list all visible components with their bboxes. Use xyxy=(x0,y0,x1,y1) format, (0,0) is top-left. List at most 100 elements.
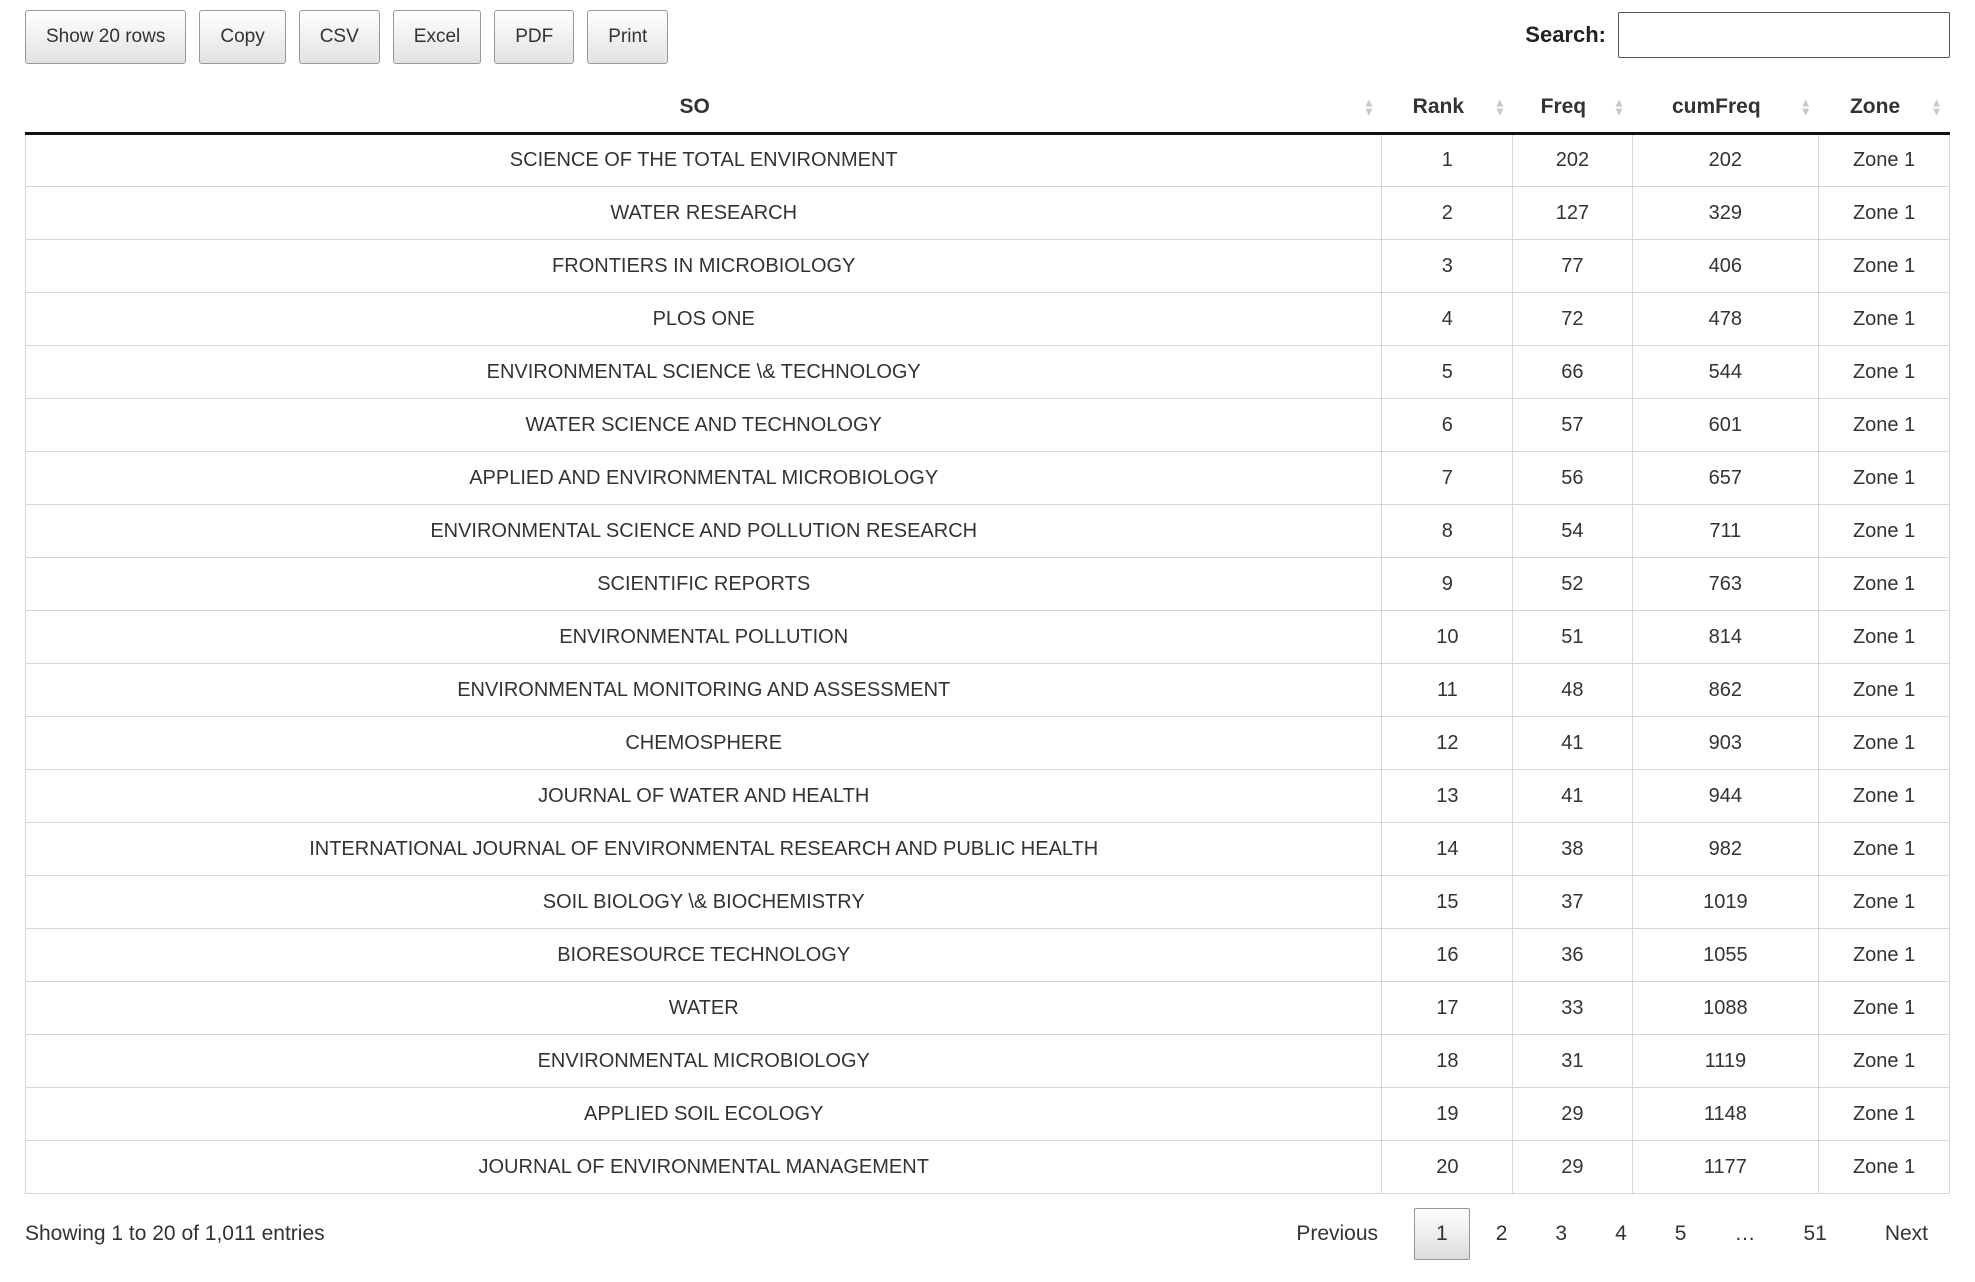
table-header: SO ▲ ▼ Rank ▲ ▼ Freq ▲ ▼ cumFreq ▲ ▼ Zone ▲ ▼ xyxy=(25,82,1950,135)
print-button[interactable]: Print xyxy=(587,10,669,64)
table-row: PLOS ONE 4 72 478 Zone 1 xyxy=(24,292,1950,346)
cell-so: INTERNATIONAL JOURNAL OF ENVIRONMENTAL R… xyxy=(24,822,1383,876)
cell-so: JOURNAL OF WATER AND HEALTH xyxy=(24,769,1383,823)
cell-cumfreq: 711 xyxy=(1631,504,1820,558)
cell-so: ENVIRONMENTAL SCIENCE \& TECHNOLOGY xyxy=(24,345,1383,399)
sort-icon: ▲ ▼ xyxy=(1930,95,1943,118)
cell-zone: Zone 1 xyxy=(1818,1140,1950,1194)
page-ellipsis: … xyxy=(1734,1222,1756,1245)
cell-so: APPLIED AND ENVIRONMENTAL MICROBIOLOGY xyxy=(24,451,1383,505)
cell-cumfreq: 1019 xyxy=(1631,875,1820,929)
cell-zone: Zone 1 xyxy=(1818,663,1950,717)
page-button[interactable]: 1 xyxy=(1414,1208,1470,1260)
table-row: SCIENTIFIC REPORTS 9 52 763 Zone 1 xyxy=(24,557,1950,611)
cell-rank: 12 xyxy=(1381,716,1514,770)
cell-rank: 9 xyxy=(1381,557,1514,611)
next-button[interactable]: Next xyxy=(1884,1222,1928,1245)
cell-rank: 10 xyxy=(1381,610,1514,664)
table-row: APPLIED AND ENVIRONMENTAL MICROBIOLOGY 7… xyxy=(24,451,1950,505)
column-label: Freq xyxy=(1540,95,1587,118)
cell-cumfreq: 406 xyxy=(1631,239,1820,293)
table-row: INTERNATIONAL JOURNAL OF ENVIRONMENTAL R… xyxy=(24,822,1950,876)
column-header-freq[interactable]: Freq ▲ ▼ xyxy=(1512,82,1633,135)
page-button[interactable]: 5 xyxy=(1674,1222,1687,1245)
cell-freq: 48 xyxy=(1512,663,1633,717)
page-button[interactable]: 3 xyxy=(1555,1222,1568,1245)
cell-freq: 51 xyxy=(1512,610,1633,664)
table-row: APPLIED SOIL ECOLOGY 19 29 1148 Zone 1 xyxy=(24,1087,1950,1141)
cell-freq: 41 xyxy=(1512,716,1633,770)
previous-button[interactable]: Previous xyxy=(1296,1222,1379,1245)
cell-cumfreq: 1055 xyxy=(1631,928,1820,982)
table-body: SCIENCE OF THE TOTAL ENVIRONMENT 1 202 2… xyxy=(24,133,1950,1194)
cell-freq: 57 xyxy=(1512,398,1633,452)
cell-cumfreq: 862 xyxy=(1631,663,1820,717)
cell-zone: Zone 1 xyxy=(1818,133,1950,187)
cell-freq: 66 xyxy=(1512,345,1633,399)
table-row: ENVIRONMENTAL MICROBIOLOGY 18 31 1119 Zo… xyxy=(24,1034,1950,1088)
column-header-zone[interactable]: Zone ▲ ▼ xyxy=(1818,82,1950,135)
cell-so: WATER SCIENCE AND TECHNOLOGY xyxy=(24,398,1383,452)
cell-so: PLOS ONE xyxy=(24,292,1383,346)
cell-freq: 202 xyxy=(1512,133,1633,187)
cell-zone: Zone 1 xyxy=(1818,292,1950,346)
cell-cumfreq: 814 xyxy=(1631,610,1820,664)
cell-freq: 41 xyxy=(1512,769,1633,823)
cell-freq: 36 xyxy=(1512,928,1633,982)
cell-cumfreq: 1177 xyxy=(1631,1140,1820,1194)
cell-so: ENVIRONMENTAL MICROBIOLOGY xyxy=(24,1034,1383,1088)
column-header-so[interactable]: SO ▲ ▼ xyxy=(25,82,1382,135)
cell-zone: Zone 1 xyxy=(1818,557,1950,611)
table-row: ENVIRONMENTAL MONITORING AND ASSESSMENT … xyxy=(24,663,1950,717)
column-header-cumfreq[interactable]: cumFreq ▲ ▼ xyxy=(1632,82,1819,135)
header-row: SO ▲ ▼ Rank ▲ ▼ Freq ▲ ▼ cumFreq ▲ ▼ Zone ▲ ▼ xyxy=(25,82,1950,135)
cell-rank: 5 xyxy=(1381,345,1514,399)
cell-cumfreq: 903 xyxy=(1631,716,1820,770)
cell-so: FRONTIERS IN MICROBIOLOGY xyxy=(24,239,1383,293)
cell-cumfreq: 982 xyxy=(1631,822,1820,876)
cell-zone: Zone 1 xyxy=(1818,1087,1950,1141)
page-button[interactable]: 51 xyxy=(1803,1222,1827,1245)
cell-cumfreq: 601 xyxy=(1631,398,1820,452)
column-label: cumFreq xyxy=(1672,95,1761,118)
cell-so: SCIENTIFIC REPORTS xyxy=(24,557,1383,611)
cell-so: ENVIRONMENTAL POLLUTION xyxy=(24,610,1383,664)
show-rows-button[interactable]: Show 20 rows xyxy=(25,10,187,64)
cell-freq: 29 xyxy=(1512,1140,1633,1194)
cell-so: SOIL BIOLOGY \& BIOCHEMISTRY xyxy=(24,875,1383,929)
cell-freq: 72 xyxy=(1512,292,1633,346)
page-button[interactable]: 4 xyxy=(1615,1222,1627,1245)
cell-so: APPLIED SOIL ECOLOGY xyxy=(24,1087,1383,1141)
cell-zone: Zone 1 xyxy=(1818,981,1950,1035)
cell-rank: 20 xyxy=(1381,1140,1514,1194)
pdf-button[interactable]: PDF xyxy=(494,10,575,64)
cell-freq: 33 xyxy=(1512,981,1633,1035)
page-button[interactable]: 2 xyxy=(1495,1222,1508,1245)
cell-cumfreq: 202 xyxy=(1631,133,1820,187)
csv-button[interactable]: CSV xyxy=(298,10,380,64)
cell-zone: Zone 1 xyxy=(1818,504,1950,558)
search-input[interactable] xyxy=(1618,12,1950,58)
cell-freq: 31 xyxy=(1512,1034,1633,1088)
cell-rank: 13 xyxy=(1381,769,1514,823)
cell-zone: Zone 1 xyxy=(1818,398,1950,452)
cell-cumfreq: 944 xyxy=(1631,769,1820,823)
cell-rank: 15 xyxy=(1381,875,1514,929)
copy-button[interactable]: Copy xyxy=(199,10,286,64)
cell-cumfreq: 657 xyxy=(1631,451,1820,505)
cell-so: SCIENCE OF THE TOTAL ENVIRONMENT xyxy=(24,133,1383,187)
sort-icon: ▲ ▼ xyxy=(1493,95,1506,118)
cell-cumfreq: 329 xyxy=(1631,186,1820,240)
cell-cumfreq: 544 xyxy=(1631,345,1820,399)
cell-rank: 16 xyxy=(1381,928,1514,982)
cell-so: WATER RESEARCH xyxy=(24,186,1383,240)
search-label: Search: xyxy=(1525,22,1606,47)
cell-zone: Zone 1 xyxy=(1818,822,1950,876)
cell-cumfreq: 1088 xyxy=(1631,981,1820,1035)
cell-rank: 2 xyxy=(1381,186,1514,240)
column-header-rank[interactable]: Rank ▲ ▼ xyxy=(1381,82,1513,135)
toolbar: Show 20 rows Copy CSV Excel PDF Print Se… xyxy=(25,10,1950,70)
excel-button[interactable]: Excel xyxy=(392,10,482,64)
cell-rank: 6 xyxy=(1381,398,1514,452)
cell-so: ENVIRONMENTAL SCIENCE AND POLLUTION RESE… xyxy=(24,504,1383,558)
